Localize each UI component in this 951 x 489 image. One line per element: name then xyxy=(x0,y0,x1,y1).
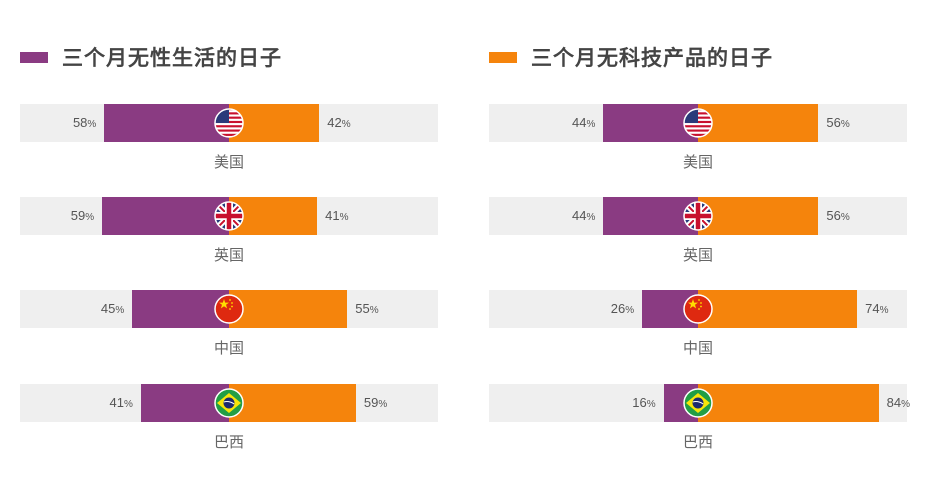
category-label: 巴西 xyxy=(213,433,244,451)
bar-right xyxy=(698,384,879,422)
value-label-left: 59% xyxy=(70,208,95,223)
bar-left xyxy=(132,290,229,328)
value-label-left: 45% xyxy=(100,301,125,316)
value-label-left: 41% xyxy=(109,395,133,410)
legend-label: 三个月无性生活的日子 xyxy=(62,46,282,70)
value-label-right: 56% xyxy=(826,208,850,223)
bar-left xyxy=(104,104,229,142)
bar-left xyxy=(603,197,698,235)
value-label-left: 44% xyxy=(572,208,596,223)
category-label: 中国 xyxy=(682,339,713,357)
bar-track: 26% 74% xyxy=(489,290,907,328)
brazil-flag-icon xyxy=(683,388,713,418)
category-label: 中国 xyxy=(213,339,244,357)
legend-swatch xyxy=(489,51,517,63)
legend-label: 三个月无科技产品的日子 xyxy=(531,46,773,70)
value-label-right: 55% xyxy=(355,301,379,316)
value-label-right: 59% xyxy=(363,395,388,410)
category-label: 英国 xyxy=(213,246,244,264)
uk-flag-icon xyxy=(683,201,713,231)
us-flag-icon xyxy=(683,108,713,138)
bar-track: 44% 56% xyxy=(489,197,907,235)
value-label-right: 84% xyxy=(886,395,910,410)
chart-panel: 44% 56% 美国 44% 56% 英国 26% 74% 中国 16% 84% 巴西 xyxy=(489,0,910,489)
legend-swatch xyxy=(20,51,48,63)
bar-left xyxy=(603,104,698,142)
bar-track: 45% 55% xyxy=(20,290,438,328)
value-label-left: 26% xyxy=(610,301,635,316)
china-flag-icon xyxy=(683,294,713,324)
brazil-flag-icon xyxy=(214,388,244,418)
bar-right xyxy=(229,104,320,142)
bar-track: 44% 56% xyxy=(489,104,907,142)
value-label-left: 44% xyxy=(572,115,596,130)
uk-flag-icon xyxy=(214,201,244,231)
bar-left xyxy=(102,197,229,235)
bar-right xyxy=(698,104,819,142)
value-label-right: 74% xyxy=(865,301,889,316)
bar-right xyxy=(229,384,356,422)
value-label-left: 58% xyxy=(72,115,97,130)
value-label-right: 56% xyxy=(826,115,850,130)
value-label-right: 42% xyxy=(327,115,351,130)
bar-track: 41% 59% xyxy=(20,384,438,422)
bar-track: 16% 84% xyxy=(489,384,910,422)
bar-track: 58% 42% xyxy=(20,104,438,142)
legend: 三个月无性生活的日子 xyxy=(20,42,282,72)
category-label: 巴西 xyxy=(682,433,713,451)
bar-right xyxy=(229,290,348,328)
bar-right xyxy=(698,290,858,328)
us-flag-icon xyxy=(214,108,244,138)
legend: 三个月无科技产品的日子 xyxy=(489,42,773,72)
category-label: 英国 xyxy=(682,246,713,264)
chart-panel: 58% 42% 美国 59% 41% 英国 45% 55% 中国 41% 59% 巴西 xyxy=(20,0,438,489)
bar-track: 59% 41% xyxy=(20,197,438,235)
category-label: 美国 xyxy=(682,153,713,171)
value-label-left: 16% xyxy=(632,395,656,410)
category-label: 美国 xyxy=(213,153,244,171)
china-flag-icon xyxy=(214,294,244,324)
value-label-right: 41% xyxy=(325,208,349,223)
bar-right xyxy=(698,197,819,235)
